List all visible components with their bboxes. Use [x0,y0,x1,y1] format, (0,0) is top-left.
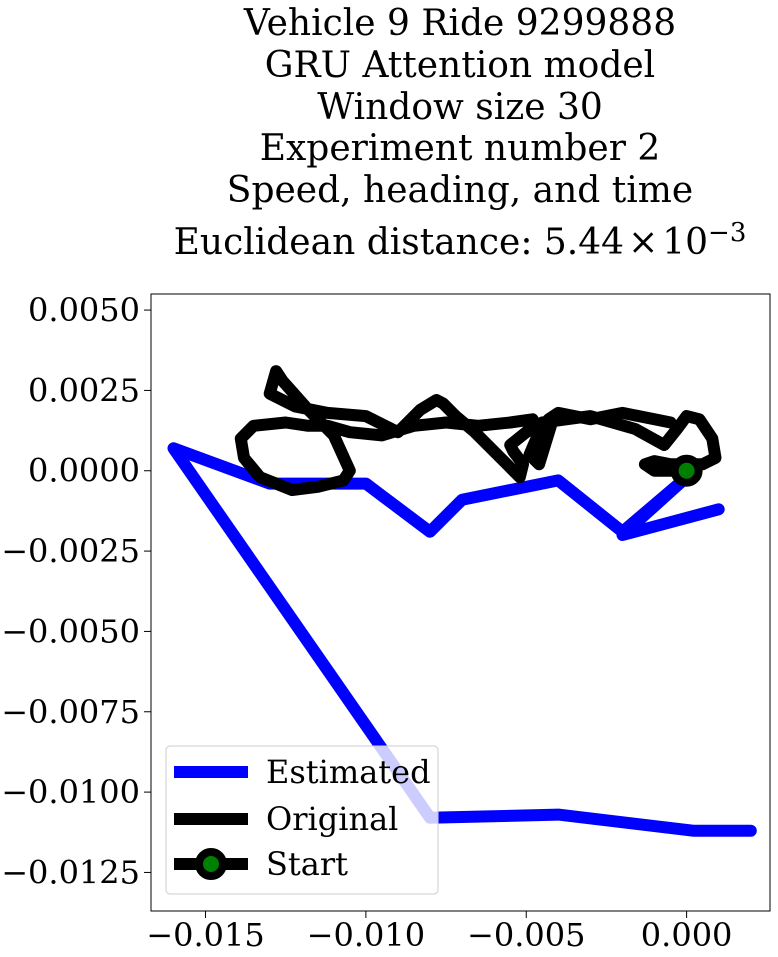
y-tick-label: 0.0000 [28,452,140,490]
x-tick-label: −0.015 [146,916,264,954]
x-tick-label: −0.010 [307,916,425,954]
legend: Estimated Original Start [165,745,439,895]
axes-layer: −0.015 −0.010 −0.005 0.000 0.0050 0.0025 0.000… [1,291,732,954]
start-point-marker [670,454,703,487]
title-line-distance: Euclidean distance: 5.44 × 10−3 [75,213,778,263]
series-line-estimated [167,442,757,837]
title-line-experiment: Experiment number 2 [259,128,661,169]
legend-marker-start [195,848,227,880]
legend-label-estimated: Estimated [266,753,431,791]
title-line-vehicle-ride: Vehicle 9 Ride 9299888 [243,3,677,44]
y-tick-label: −0.0075 [1,693,140,731]
y-tick-label: 0.0050 [28,291,140,329]
x-tick-label: 0.000 [641,916,733,954]
distance-base: 10 [662,222,709,263]
plot-area-frame [150,293,771,912]
y-tick-label: −0.0100 [1,773,140,811]
distance-times: × [628,222,659,263]
series-line-original [234,365,722,496]
distance-label: Euclidean distance: [173,222,544,263]
legend-label-original: Original [266,800,398,838]
legend-box [165,745,439,895]
y-tick-label: −0.0125 [1,853,140,891]
series-layer [167,365,757,837]
y-tick-label: 0.0025 [28,371,140,409]
legend-label-start: Start [266,845,348,883]
distance-exponent: −3 [708,218,747,248]
distance-mantissa: 5.44 [543,222,625,263]
y-tick-label: −0.0050 [1,612,140,650]
title-line-model: GRU Attention model [264,45,656,86]
title-line-features: Speed, heading, and time [226,170,694,211]
y-tick-label: −0.0025 [1,532,140,570]
title-line-window: Window size 30 [317,87,603,128]
x-tick-label: −0.005 [467,916,585,954]
